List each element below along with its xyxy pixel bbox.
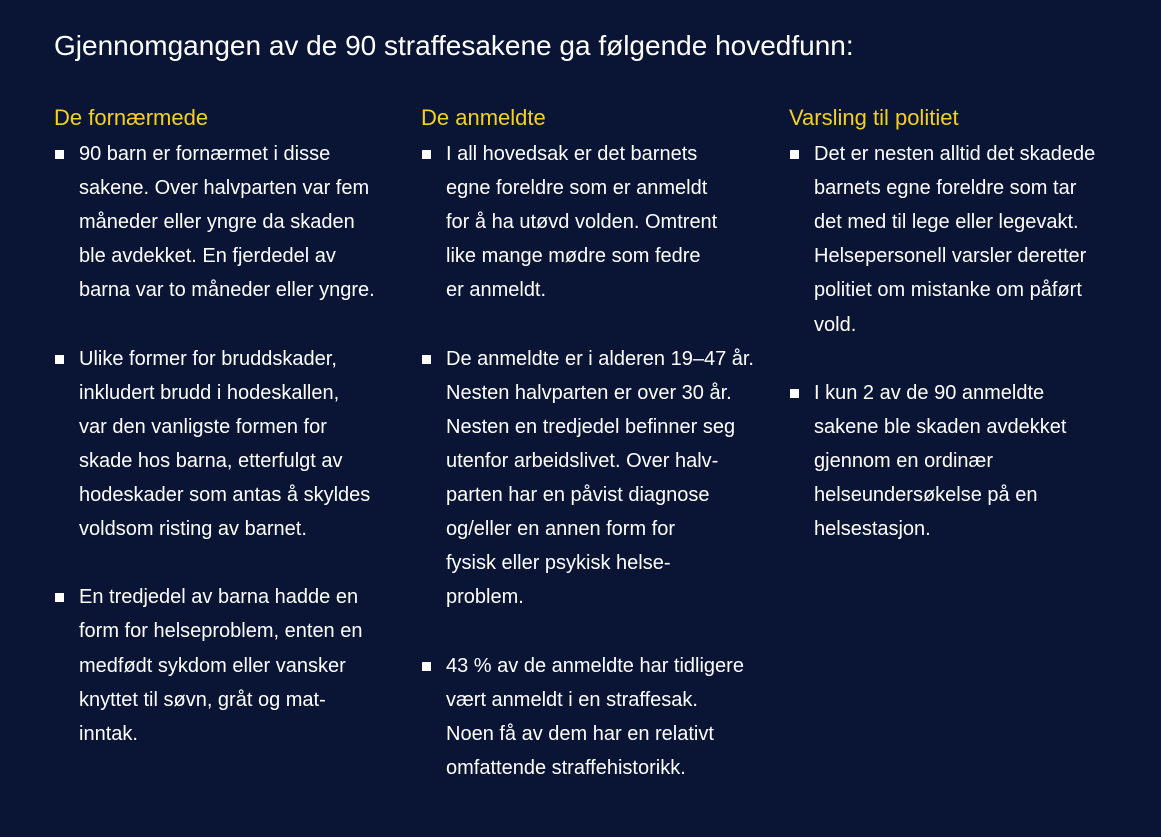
text-line: egne foreldre som er anmeldt <box>446 177 708 200</box>
column-heading: De fornærmede <box>54 105 209 130</box>
text-line: parten har en påvist diagnose <box>446 484 710 506</box>
text-line: helsestasjon. <box>814 518 931 541</box>
text-line: politiet om mistanke om påført <box>814 279 1082 302</box>
text-line: 90 barn er fornærmet i disse <box>79 143 331 165</box>
title: Gjennomgangen av de 90 straffesakene ga … <box>54 30 854 61</box>
text-line: vært anmeldt i en straffesak. <box>446 688 698 711</box>
bullet <box>790 388 799 398</box>
text-line: gjennom en ordinær <box>814 449 993 472</box>
text-line: og/eller en annen form for <box>446 518 676 541</box>
text-line: var den vanligste formen for <box>79 415 327 438</box>
text-line: inntak. <box>79 722 138 745</box>
text-line: fysisk eller psykisk helse- <box>446 552 671 575</box>
text-line: Ulike former for bruddskader, <box>79 347 337 370</box>
text-line: utenfor arbeidslivet. Over halv- <box>446 449 719 472</box>
text-line: 43 % av de anmeldte har tidligere <box>446 654 744 677</box>
text-line: Nesten en tredjedel befinner seg <box>446 415 736 438</box>
text-line: problem. <box>446 586 524 609</box>
text-line: I all hovedsak er det barnets <box>446 143 698 165</box>
text-line: det med til lege eller legevakt. <box>814 211 1079 234</box>
text-line: Det er nesten alltid det skadede <box>814 143 1096 165</box>
text-line: hodeskader som antas å skyldes <box>79 484 371 506</box>
text-line: ble avdekket. En fjerdedel av <box>79 245 336 268</box>
bullet <box>422 354 431 364</box>
column-heading: De anmeldte <box>421 105 546 130</box>
text-line: Nesten halvparten er over 30 år. <box>446 381 732 404</box>
text-line: Helsepersonell varsler deretter <box>814 245 1087 268</box>
text-line: En tredjedel av barna hadde en <box>79 586 359 609</box>
text-line: like mange mødre som fedre <box>446 245 701 268</box>
bullet <box>422 661 431 671</box>
text-line: I kun 2 av de 90 anmeldte <box>814 381 1045 404</box>
text-line: for å ha utøvd volden. Omtrent <box>446 211 718 234</box>
text-line: omfattende straffehistorikk. <box>446 756 686 779</box>
text-line: barna var to måneder eller yngre. <box>79 279 375 302</box>
column-heading: Varsling til politiet <box>789 105 959 130</box>
text-line: sakene. Over halvparten var fem <box>79 177 370 200</box>
text-line: skade hos barna, etterfulgt av <box>79 449 343 472</box>
text-line: er anmeldt. <box>446 279 547 302</box>
text-line: Noen få av dem har en relativt <box>446 722 714 745</box>
bullet <box>422 150 431 159</box>
text-line: sakene ble skaden avdekket <box>814 415 1067 438</box>
text-line: voldsom risting av barnet. <box>79 518 307 541</box>
text-line: helseundersøkelse på en <box>814 484 1038 506</box>
bullet <box>55 593 64 603</box>
text-line: måneder eller yngre da skaden <box>79 211 355 234</box>
text-line: barnets egne foreldre som tar <box>814 177 1077 200</box>
text-line: knyttet til søvn, gråt og mat- <box>79 688 326 711</box>
text-line: form for helseproblem, enten en <box>79 620 363 643</box>
bullet <box>55 354 64 364</box>
text-line: vold. <box>814 313 857 336</box>
bullet <box>790 150 799 159</box>
text-line: inkludert brudd i hodeskallen, <box>79 381 340 404</box>
text-line: De anmeldte er i alderen 19–47 år. <box>446 347 754 370</box>
text-line: medfødt sykdom eller vansker <box>79 654 346 677</box>
bullet <box>55 150 64 159</box>
